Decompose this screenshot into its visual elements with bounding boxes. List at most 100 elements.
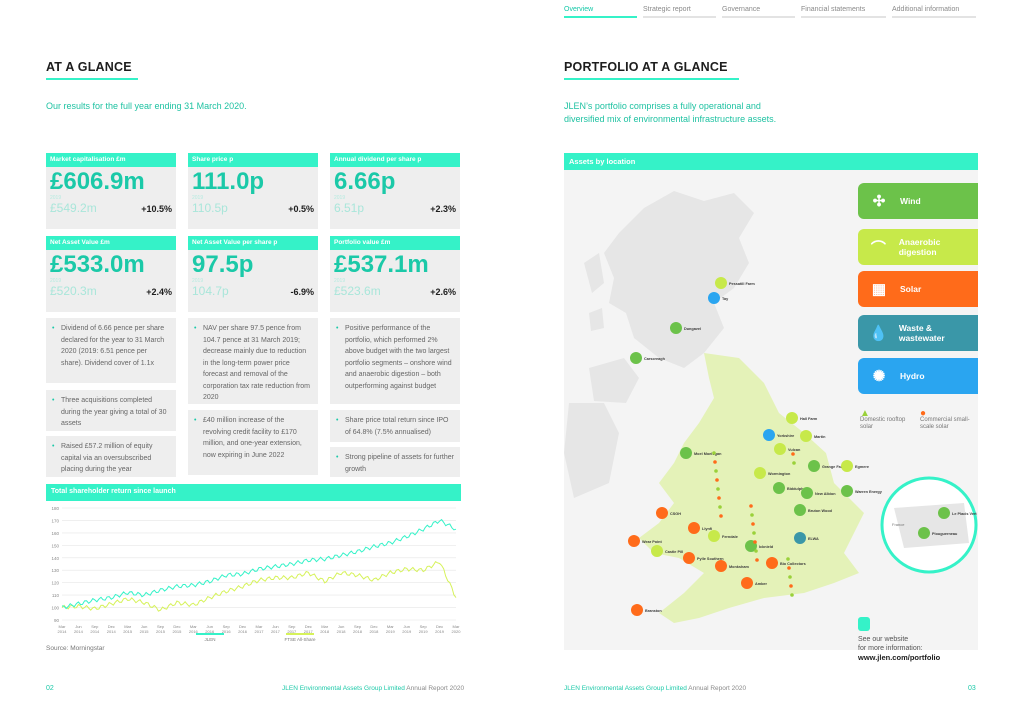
small-site-dot — [719, 514, 723, 518]
site-marker[interactable] — [794, 504, 806, 516]
series-line-jlen — [61, 518, 457, 610]
site-label: Plouguerneau — [932, 532, 958, 536]
y-tick-label: 110 — [52, 593, 60, 598]
site-marker[interactable] — [656, 507, 668, 519]
site-marker[interactable] — [800, 430, 812, 442]
small-site-dot — [753, 540, 757, 544]
inset-label-france: France — [892, 522, 905, 527]
site-marker[interactable] — [774, 443, 786, 455]
x-tick-label: 2015 — [140, 629, 150, 634]
x-tick-label: Mar — [59, 624, 67, 629]
site-marker[interactable] — [794, 532, 806, 544]
x-tick-label: Sep — [223, 624, 231, 629]
legend-solar: ▦ Solar — [858, 271, 978, 307]
chart-title: Total shareholder return since launch — [46, 484, 461, 501]
site-label: Tay — [722, 297, 729, 301]
england-wales-shape — [639, 353, 864, 623]
site-label: Monksham — [729, 565, 749, 569]
assets-map-panel: France Pessatill Farm Tay Dungavel Carscrea… — [564, 153, 978, 650]
footer-company: JLEN Environmental Assets Group Limited — [564, 685, 687, 692]
small-site-dot — [714, 469, 718, 473]
site-marker[interactable] — [841, 460, 853, 472]
site-marker[interactable] — [741, 577, 753, 589]
site-marker[interactable] — [651, 545, 663, 557]
page-number-right: 03 — [968, 685, 976, 692]
small-site-dot — [788, 575, 792, 579]
small-site-dot — [755, 558, 759, 562]
site-marker[interactable] — [631, 604, 643, 616]
site-marker[interactable] — [628, 535, 640, 547]
site-marker[interactable] — [680, 447, 692, 459]
x-tick-label: Mar — [387, 624, 395, 629]
small-site-dot — [790, 593, 794, 597]
site-marker[interactable] — [808, 460, 820, 472]
intro-line-1: JLEN’s portfolio comprises a fully opera… — [564, 101, 761, 111]
y-tick-label: 140 — [51, 556, 59, 561]
small-site-dot — [751, 522, 755, 526]
kpi-prev-label: 2019 — [50, 195, 62, 201]
x-tick-label: 2016 — [238, 629, 248, 634]
tab-governance[interactable]: Governance — [722, 6, 795, 18]
x-tick-label: Mar — [124, 624, 132, 629]
kpi-prev: £523.6m — [334, 284, 381, 298]
bullet-pipeline: Strong pipeline of assets for further gr… — [330, 447, 460, 477]
small-site-dot — [749, 504, 753, 508]
site-marker[interactable] — [670, 322, 682, 334]
site-label: Icknield — [759, 545, 774, 549]
site-marker[interactable] — [708, 292, 720, 304]
site-marker[interactable] — [773, 482, 785, 494]
scotland-shape — [604, 191, 754, 368]
x-tick-label: 2018 — [353, 629, 363, 634]
ireland-shape — [564, 403, 619, 498]
kpi-prev-label: 2019 — [50, 278, 62, 284]
y-tick-label: 150 — [51, 543, 59, 548]
site-marker[interactable] — [918, 527, 930, 539]
site-marker[interactable] — [938, 507, 950, 519]
x-tick-label: Sep — [157, 624, 165, 629]
x-tick-label: 2018 — [369, 629, 379, 634]
x-tick-label: Jun — [141, 624, 147, 629]
site-marker[interactable] — [841, 485, 853, 497]
site-marker[interactable] — [801, 487, 813, 499]
site-marker[interactable] — [766, 557, 778, 569]
tab-additional-information[interactable]: Additional information — [892, 6, 976, 18]
site-label: Biddulph — [787, 487, 804, 491]
x-tick-label: 2017 — [304, 629, 314, 634]
y-tick-label: 130 — [51, 568, 59, 573]
y-tick-label: 160 — [51, 531, 59, 536]
x-tick-label: Jun — [207, 624, 213, 629]
x-tick-label: Dec — [239, 624, 246, 629]
x-tick-label: 2016 — [205, 629, 215, 634]
site-marker[interactable] — [754, 467, 766, 479]
footer-report: Annual Report 2020 — [688, 685, 747, 692]
x-tick-label: 2014 — [58, 629, 68, 634]
islands-shape — [584, 253, 604, 331]
x-tick-label: Sep — [288, 624, 296, 629]
site-marker[interactable] — [688, 522, 700, 534]
tab-overview[interactable]: Overview — [564, 6, 637, 18]
footer-report: Annual Report 2020 — [406, 685, 465, 692]
website-link[interactable]: www.jlen.com/portfolio — [858, 653, 941, 662]
site-marker[interactable] — [630, 352, 642, 364]
site-label: Hall Farm — [800, 417, 818, 421]
site-marker[interactable] — [683, 552, 695, 564]
site-marker[interactable] — [715, 560, 727, 572]
site-marker[interactable] — [708, 530, 720, 542]
kpi-value: £533.0m — [50, 251, 145, 278]
site-marker[interactable] — [786, 412, 798, 424]
kpi-change: +2.6% — [430, 287, 456, 297]
site-marker[interactable] — [715, 277, 727, 289]
small-site-dot — [786, 557, 790, 561]
tab-strategic-report[interactable]: Strategic report — [643, 6, 716, 18]
bullet-acquisitions: Three acquisitions completed during the … — [46, 390, 176, 431]
page-number-left: 02 — [46, 685, 54, 692]
sub-legend-label: Domestic rooftop solar — [860, 417, 906, 430]
site-label: Pessatill Farm — [729, 282, 755, 286]
uk-map: France Pessatill Farm Tay Dungavel Carscrea… — [564, 191, 978, 623]
x-tick-label: 2016 — [189, 629, 199, 634]
kpi-prev: 110.5p — [192, 201, 228, 215]
site-marker[interactable] — [763, 429, 775, 441]
kpi-label: Share price p — [188, 153, 318, 167]
tab-financial-statements[interactable]: Financial statements — [801, 6, 886, 18]
kpi-market-cap: Market capitalisation £m £606.9m 2019 £5… — [46, 153, 176, 229]
